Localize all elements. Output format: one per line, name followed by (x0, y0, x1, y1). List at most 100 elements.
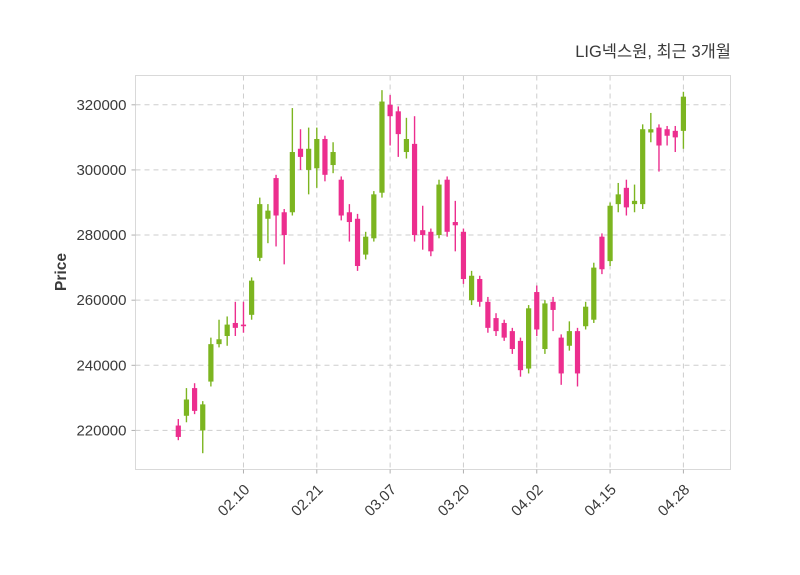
candle-up (648, 112, 654, 143)
candle-body (428, 231, 434, 252)
candle-down (623, 179, 629, 216)
candle-body (534, 292, 540, 330)
candle-up (379, 90, 385, 198)
candle-body (314, 138, 320, 169)
candle-up (631, 184, 638, 213)
x-tick-label: 02.10 (215, 481, 254, 520)
candle-down (485, 296, 491, 333)
candle-down (477, 275, 483, 307)
candle-body (444, 179, 450, 232)
candle-up (566, 321, 572, 351)
x-tick-label: 04.28 (655, 481, 694, 520)
candle-up (542, 300, 548, 354)
candle-body (664, 129, 670, 136)
candle-body (322, 138, 328, 175)
candle-down (240, 301, 247, 333)
candle-body (289, 152, 295, 213)
candle-body (208, 344, 214, 382)
candles (175, 90, 687, 454)
candle-body (403, 138, 410, 153)
x-tick-label: 02.21 (288, 481, 327, 520)
candle-body (257, 204, 263, 258)
candle-body (631, 200, 638, 205)
candle-down (191, 383, 198, 415)
candle-down (428, 228, 434, 257)
candle-down (460, 228, 467, 284)
candle-down (517, 337, 524, 377)
candle-body (354, 218, 361, 266)
candle-up (249, 277, 255, 320)
candle-up (224, 316, 230, 346)
candle-body (420, 230, 426, 236)
candle-body (338, 179, 344, 216)
y-tick-label: 240000 (76, 357, 126, 374)
candle-body (411, 143, 418, 236)
candle-body (379, 101, 385, 193)
candle-down (420, 205, 426, 250)
candle-down (664, 125, 670, 146)
candle-up (363, 231, 369, 260)
candle-down (534, 285, 540, 336)
y-tick-label: 260000 (76, 292, 126, 309)
candle-up (208, 337, 214, 387)
y-tick-label: 320000 (76, 97, 126, 114)
candle-up (306, 127, 312, 195)
candle-body (566, 331, 572, 346)
candle-body (240, 324, 247, 327)
candle-up (436, 179, 442, 239)
candle-down (558, 334, 564, 385)
candle-body (656, 127, 662, 146)
candle-up (526, 305, 532, 374)
plot-border (135, 75, 731, 470)
candle-down (509, 327, 515, 354)
candle-body (672, 130, 678, 138)
candle-up (200, 401, 206, 454)
y-tick-label: 280000 (76, 227, 126, 244)
y-tick-label: 300000 (76, 162, 126, 179)
candle-down (656, 124, 662, 172)
candle-body (346, 212, 352, 223)
axis-ticks (131, 104, 684, 474)
candle-body (395, 111, 401, 135)
candle-down (574, 327, 581, 387)
candle-down (599, 233, 605, 275)
candle-body (623, 187, 629, 208)
candle-body (297, 148, 304, 157)
candle-up (607, 202, 613, 266)
candle-up (640, 124, 646, 210)
candle-up (257, 197, 263, 262)
candle-body (273, 178, 279, 216)
candle-up (265, 204, 271, 244)
candle-down (175, 419, 181, 441)
candle-down (493, 313, 499, 336)
candle-up (680, 91, 687, 149)
candle-body (387, 104, 393, 117)
candle-down (550, 296, 556, 332)
candle-body (550, 301, 556, 310)
axis-tick-labels: 220000 240000 260000 280000 300000 320000 02.1… (76, 97, 693, 520)
candle-body (224, 324, 230, 336)
candle-body (493, 318, 499, 332)
candle-up (371, 191, 377, 242)
candle-body (526, 308, 532, 369)
candle-body (183, 399, 190, 416)
candle-body (583, 306, 589, 327)
candle-body (680, 96, 687, 131)
candle-body (216, 339, 222, 345)
candle-body (485, 301, 491, 328)
candle-body (436, 184, 442, 236)
candle-body (306, 148, 312, 170)
candle-down (387, 95, 393, 146)
candle-body (509, 331, 515, 350)
candle-body (615, 194, 621, 205)
x-tick-label: 04.02 (508, 481, 547, 520)
candle-up (314, 127, 320, 188)
candle-body (640, 129, 646, 205)
candle-up (468, 270, 475, 306)
candle-down (297, 129, 304, 170)
candle-body (574, 331, 581, 374)
candle-down (232, 301, 238, 336)
candle-down (672, 125, 678, 153)
